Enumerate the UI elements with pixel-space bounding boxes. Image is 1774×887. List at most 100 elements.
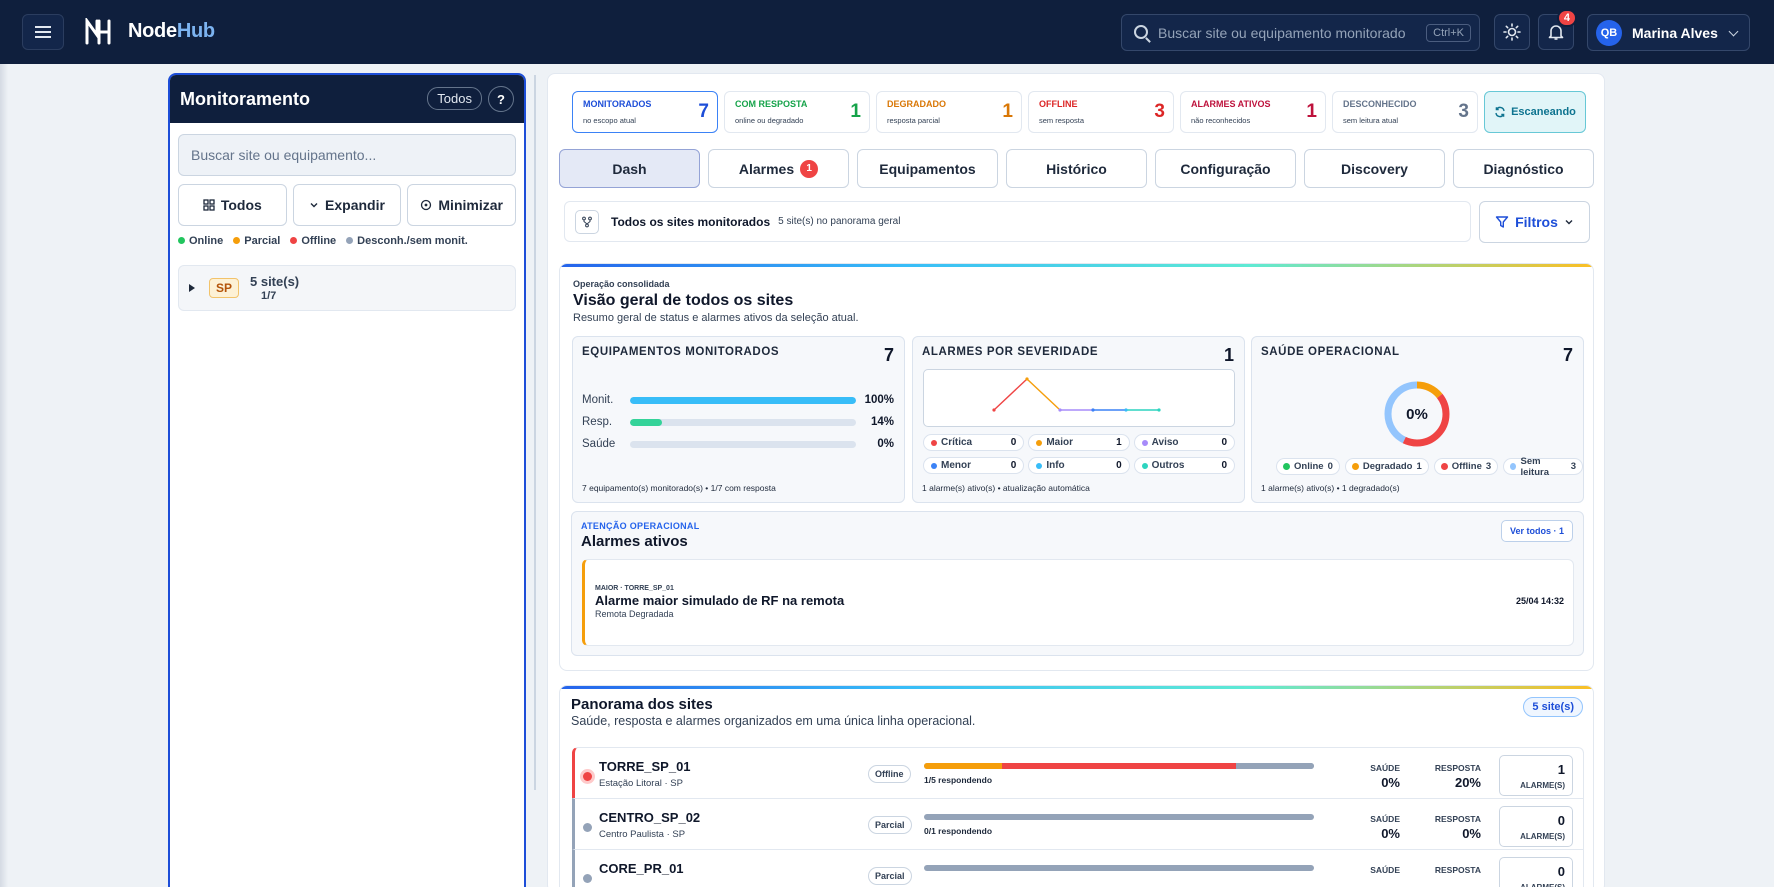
filter-icon xyxy=(1495,216,1509,228)
health-card: SAÚDE OPERACIONAL 7 0% Online 0 Degradado… xyxy=(1251,336,1584,503)
minimize-button[interactable]: Minimizar xyxy=(407,184,517,226)
page-gutter xyxy=(0,64,8,887)
kpi-active-alarms[interactable]: ALARMES ATIVOS não reconhecidos 1 xyxy=(1180,91,1326,133)
kpi-unknown[interactable]: DESCONHECIDO sem leitura atual 3 xyxy=(1332,91,1478,133)
tab-dash[interactable]: Dash xyxy=(559,149,700,188)
equipment-card: EQUIPAMENTOS MONITORADOS 7 Monit. 100% R… xyxy=(572,336,905,503)
view-all-alarms-button[interactable]: Ver todos · 1 xyxy=(1500,520,1573,542)
site-location: Centro Paulista · SP xyxy=(599,829,686,840)
expand-label: Expandir xyxy=(325,197,385,213)
site-response-bar xyxy=(924,865,1314,871)
notifications-button[interactable]: 4 xyxy=(1538,9,1577,50)
kpi-offline[interactable]: OFFLINE sem resposta 3 xyxy=(1028,91,1174,133)
global-search-input[interactable]: Buscar site ou equipamento monitorado Ct… xyxy=(1121,14,1480,51)
alarm-time: 25/04 14:32 xyxy=(1515,596,1564,606)
sev-line-critica xyxy=(993,378,1028,411)
search-icon xyxy=(1134,25,1148,39)
site-status-dot xyxy=(583,874,592,883)
alarms-label: ALARME(S) xyxy=(1520,781,1565,790)
top-bar: NodeHub Buscar site ou equipamento monit… xyxy=(0,0,1774,64)
region-badge: SP xyxy=(209,278,240,298)
sev-chip-info[interactable]: Info 0 xyxy=(1028,457,1130,474)
site-status-dot xyxy=(583,823,592,832)
avatar: QB xyxy=(1596,19,1622,46)
card-value: 7 xyxy=(883,345,894,365)
site-status-badge: Parcial xyxy=(868,867,912,885)
alarm-subtitle: Remota Degradada xyxy=(595,609,674,619)
site-row[interactable]: CORE_PR_01 Parcial SAÚDE RESPOSTA 0 ALARME(S) xyxy=(572,849,1584,887)
legend-online: Online xyxy=(178,235,223,247)
show-all-button[interactable]: Todos xyxy=(178,184,287,226)
tab-historico[interactable]: Histórico xyxy=(1006,149,1147,188)
donut-segment-offline xyxy=(1384,381,1450,447)
legend-offline: Offline xyxy=(290,235,336,247)
kpi-degraded[interactable]: DEGRADADO resposta parcial 1 xyxy=(876,91,1022,133)
legend-unknown: Desconh./sem monit. xyxy=(346,235,468,247)
sidebar-search-input[interactable]: Buscar site ou equipamento... xyxy=(178,134,516,176)
site-row[interactable]: TORRE_SP_01 Estação Litoral · SP Offline 1/… xyxy=(572,747,1584,803)
health-donut-chart: 0% xyxy=(1384,381,1450,447)
health-label: SAÚDE xyxy=(1370,814,1400,824)
site-alarms-box[interactable]: 1 ALARME(S) xyxy=(1499,755,1573,796)
theme-toggle-button[interactable] xyxy=(1494,14,1530,50)
bar-health: Saúde 0% xyxy=(582,438,894,450)
severity-chips: Crítica 0 Maior 1 Aviso 0 Menor 0 Info 0 Outr… xyxy=(923,434,1235,474)
nodehub-logo-icon xyxy=(85,18,111,45)
panel-resize-handle[interactable] xyxy=(534,75,536,790)
sidebar-filter-chip[interactable]: Todos xyxy=(427,87,482,110)
sev-chip-maior[interactable]: Maior 1 xyxy=(1028,434,1130,451)
health-chip-online[interactable]: Online 0 xyxy=(1276,458,1340,475)
site-responding: 1/5 respondendo xyxy=(924,775,993,785)
site-alarm-count: 1 xyxy=(1557,762,1565,777)
site-response-bar xyxy=(924,763,1314,769)
scan-button[interactable]: Escaneando xyxy=(1484,91,1586,133)
site-response-bar xyxy=(924,814,1314,820)
seg-degraded xyxy=(924,763,1002,769)
monitoring-sidebar: Monitoramento Todos ? Buscar site ou equ… xyxy=(168,73,526,887)
site-status-badge: Parcial xyxy=(868,816,912,834)
card-title: ALARMES POR SEVERIDADE xyxy=(922,346,1099,358)
card-value: 7 xyxy=(1562,345,1573,365)
alarm-item[interactable]: MAIOR · TORRE_SP_01 Alarme maior simulad… xyxy=(582,559,1574,646)
sidebar-header: Monitoramento Todos ? xyxy=(170,75,524,123)
tab-alarmes[interactable]: Alarmes 1 xyxy=(708,149,849,188)
user-menu[interactable]: QB Marina Alves xyxy=(1587,14,1750,51)
search-shortcut: Ctrl+K xyxy=(1426,24,1471,42)
seg-offline xyxy=(1002,763,1236,769)
kpi-responding[interactable]: COM RESPOSTA online ou degradado 1 xyxy=(724,91,870,133)
bar-monitored: Monit. 100% xyxy=(582,394,894,406)
site-group-sp[interactable]: SP 5 site(s) 1/7 xyxy=(178,265,516,311)
alarms-label: ALARME(S) xyxy=(1520,883,1565,887)
panorama-title: Panorama dos sites xyxy=(571,696,713,713)
sev-chip-menor[interactable]: Menor 0 xyxy=(923,457,1025,474)
card-title: SAÚDE OPERACIONAL xyxy=(1261,346,1400,358)
tab-configuracao[interactable]: Configuração xyxy=(1155,149,1296,188)
scope-bar: Todos os sites monitorados 5 site(s) no … xyxy=(564,201,1471,242)
brand-name[interactable]: NodeHub xyxy=(128,20,215,42)
sev-chip-critica[interactable]: Crítica 0 xyxy=(923,434,1025,451)
tab-diagnostico[interactable]: Diagnóstico xyxy=(1453,149,1594,188)
tab-equipamentos[interactable]: Equipamentos xyxy=(857,149,998,188)
show-all-label: Todos xyxy=(220,197,262,213)
site-row[interactable]: CENTRO_SP_02 Centro Paulista · SP Parcial 0… xyxy=(572,798,1584,854)
help-button[interactable]: ? xyxy=(488,86,514,112)
menu-button[interactable] xyxy=(22,14,64,50)
health-chip-sem-leitura[interactable]: Sem leitura 3 xyxy=(1503,456,1583,478)
kpi-monitored[interactable]: MONITORADOS no escopo atual 7 xyxy=(572,91,718,133)
seg-unknown xyxy=(924,814,1314,820)
site-response: 0% xyxy=(1462,826,1481,841)
expand-button[interactable]: Expandir xyxy=(292,184,402,226)
health-chip-offline[interactable]: Offline 3 xyxy=(1433,458,1499,475)
filters-button[interactable]: Filtros xyxy=(1479,201,1590,243)
expand-caret-icon[interactable] xyxy=(189,284,195,292)
sev-chip-outros[interactable]: Outros 0 xyxy=(1133,457,1235,474)
site-alarms-box[interactable]: 0 ALARME(S) xyxy=(1499,857,1573,887)
site-group-count: 5 site(s) xyxy=(250,274,300,289)
site-alarms-box[interactable]: 0 ALARME(S) xyxy=(1499,806,1573,847)
health-chip-degradado[interactable]: Degradado 1 xyxy=(1344,458,1429,475)
card-value: 1 xyxy=(1223,345,1234,365)
kpi-strip: MONITORADOS no escopo atual 7 COM RESPOSTA… xyxy=(572,91,1586,133)
tab-discovery[interactable]: Discovery xyxy=(1304,149,1445,188)
site-alarm-count: 0 xyxy=(1557,813,1565,828)
sev-chip-aviso[interactable]: Aviso 0 xyxy=(1133,434,1235,451)
